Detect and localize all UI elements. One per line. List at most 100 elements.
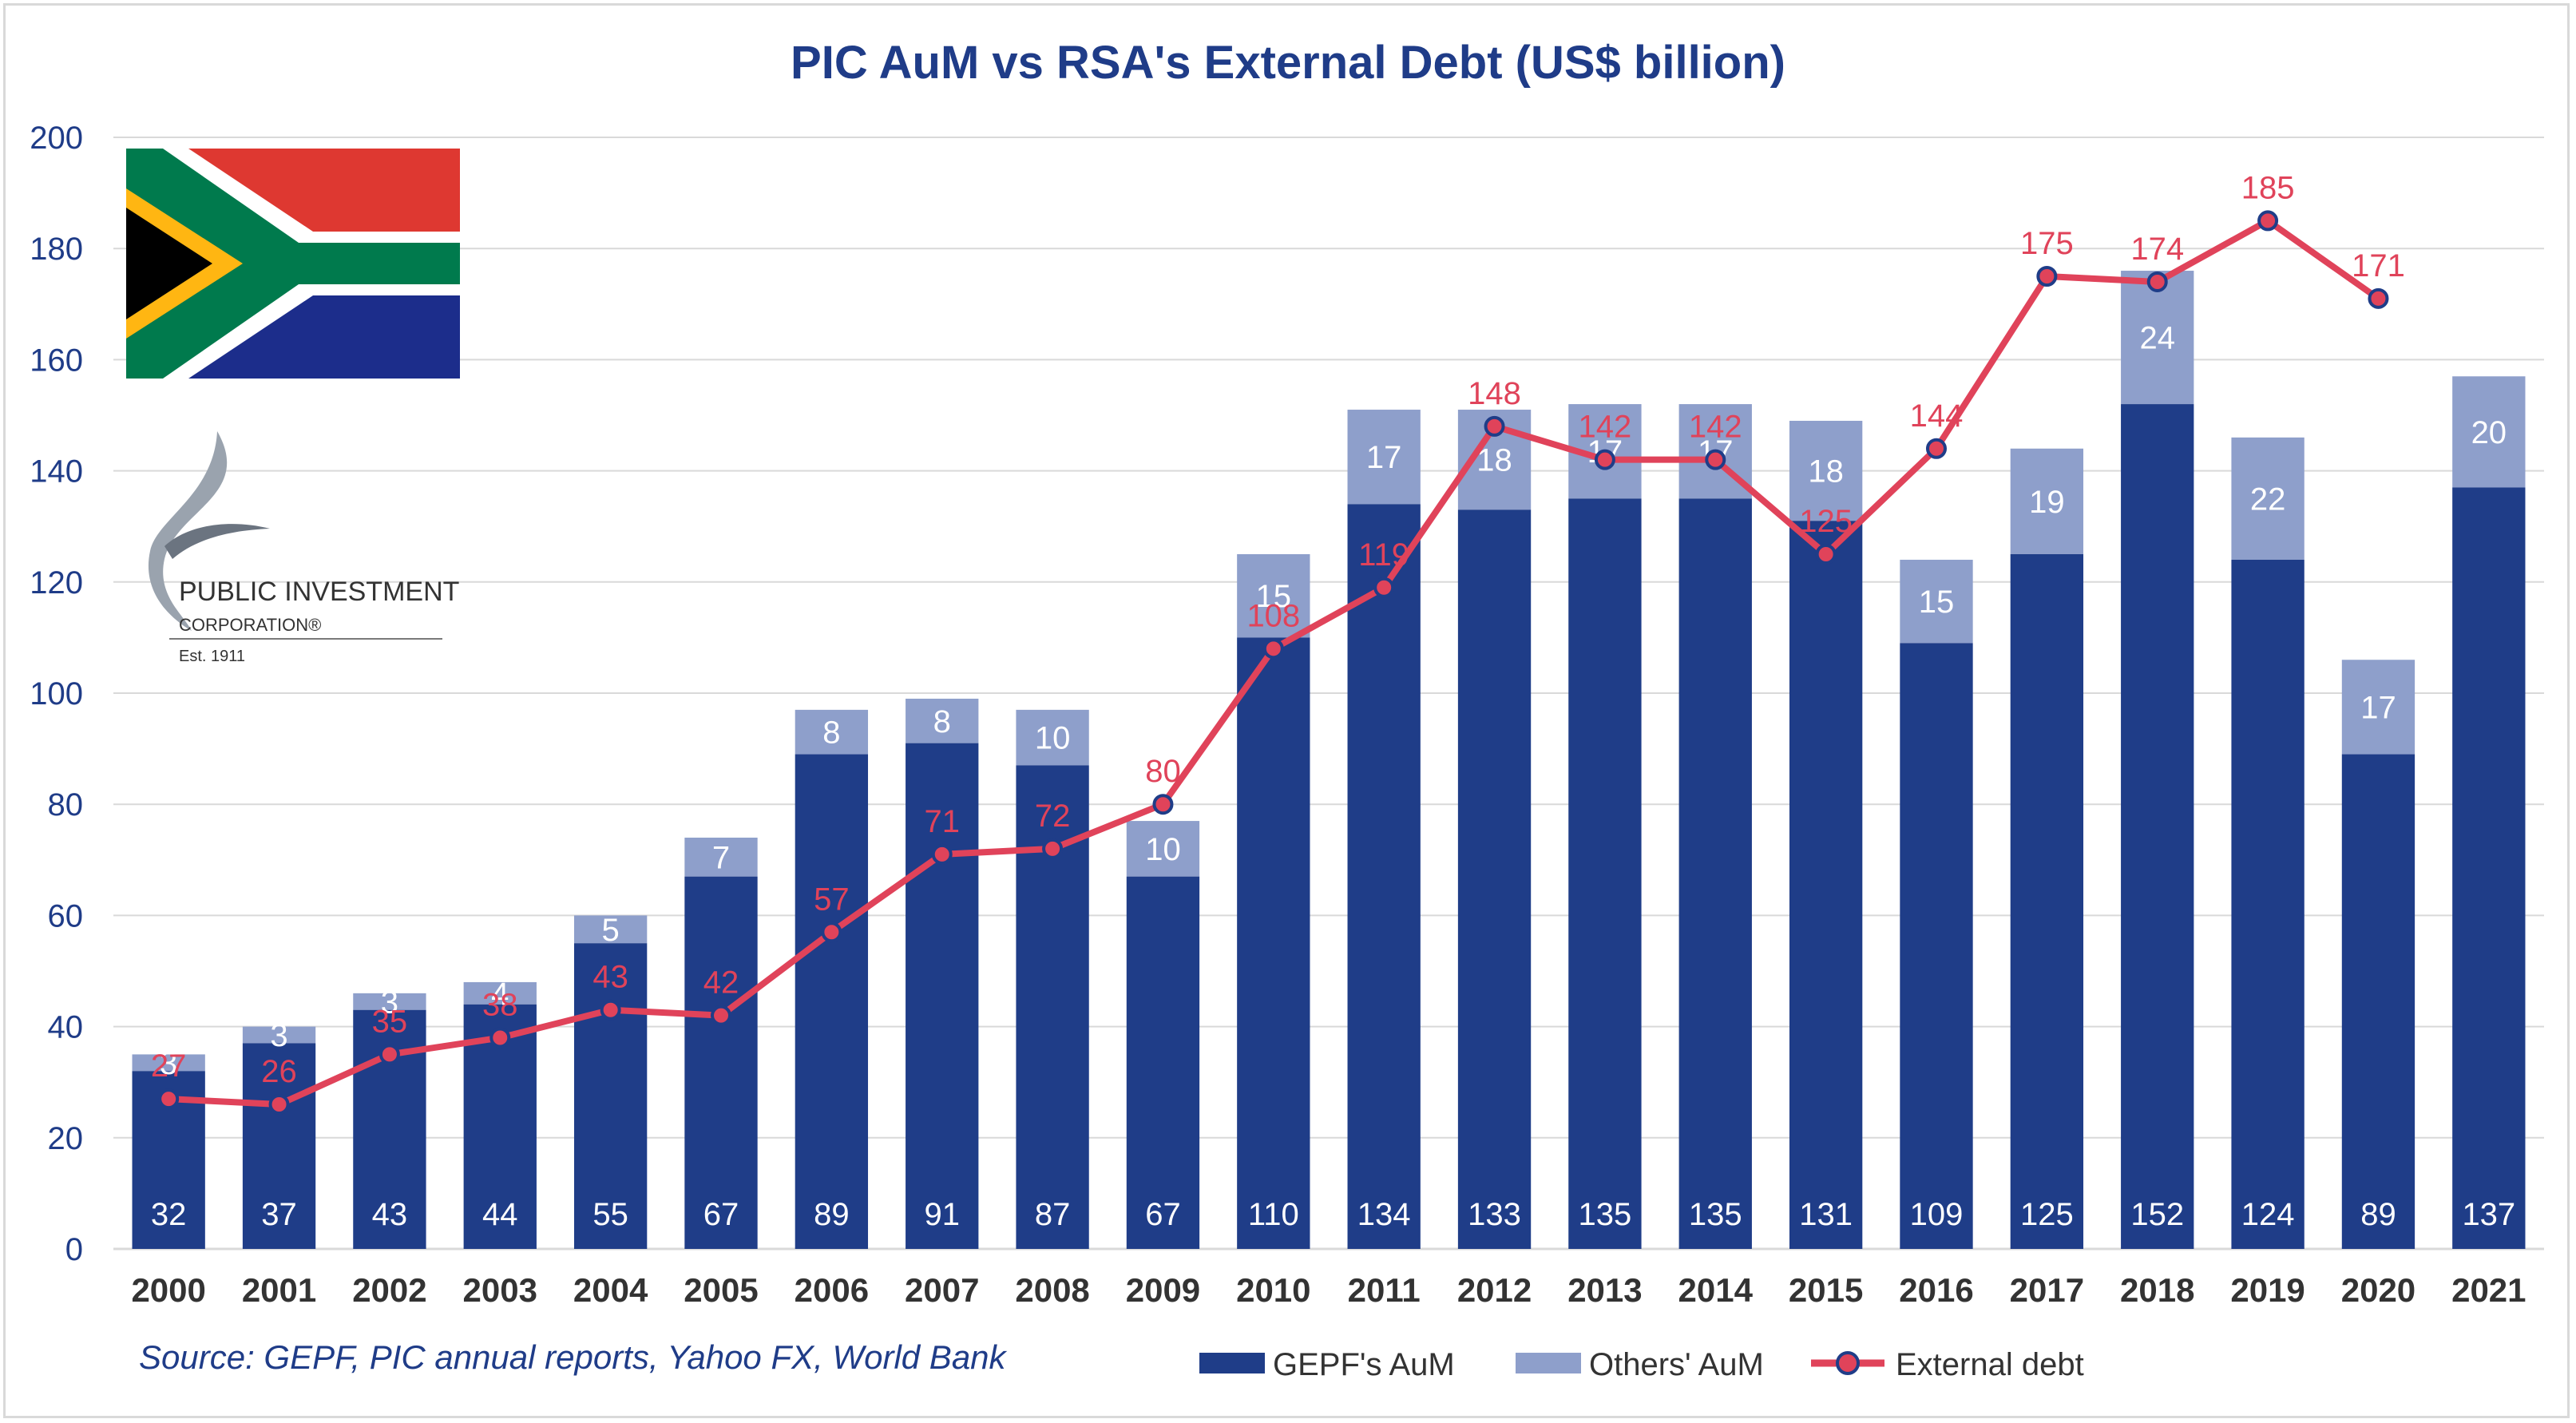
external-debt-label: 171 xyxy=(2352,248,2405,283)
y-tick-label: 40 xyxy=(48,1010,84,1045)
external-debt-point xyxy=(1262,638,1284,660)
bar-gepf-aum xyxy=(1900,643,1973,1249)
external-debt-point xyxy=(268,1094,290,1116)
bar-label-others: 3 xyxy=(270,1018,287,1053)
bars xyxy=(132,271,2526,1250)
external-debt-label: 27 xyxy=(151,1048,187,1084)
bar-others-aum xyxy=(1900,559,1973,644)
bar-others-aum xyxy=(2452,376,2526,488)
bar-others-aum xyxy=(132,1054,205,1072)
bar-label-others: 17 xyxy=(2360,690,2396,725)
x-tick-label: 2007 xyxy=(905,1271,979,1309)
external-debt-point xyxy=(2257,210,2279,232)
bar-label-others: 22 xyxy=(2250,482,2286,517)
bar-label-gepf: 135 xyxy=(1579,1197,1632,1232)
bar-label-others: 8 xyxy=(933,704,951,739)
bar-others-aum xyxy=(906,698,979,743)
bar-gepf-aum xyxy=(2341,754,2415,1249)
x-tick-label: 2000 xyxy=(131,1271,205,1309)
bar-label-gepf: 91 xyxy=(924,1197,960,1232)
bar-gepf-aum xyxy=(2121,404,2194,1250)
x-tick-label: 2001 xyxy=(242,1271,316,1309)
legend-label-others: Others' AuM xyxy=(1589,1347,1764,1382)
y-tick-label: 140 xyxy=(30,454,83,490)
pic-logo-corporation: CORPORATION® xyxy=(179,615,321,635)
bar-label-gepf: 32 xyxy=(151,1197,187,1232)
external-debt-label: 42 xyxy=(703,965,739,1001)
bar-label-others: 15 xyxy=(1256,579,1292,614)
external-debt-point xyxy=(711,1005,731,1026)
external-debt-label: 144 xyxy=(1910,398,1964,434)
bar-label-others: 3 xyxy=(381,985,398,1020)
bar-others-aum xyxy=(1347,410,1421,505)
x-tick-label: 2020 xyxy=(2341,1271,2415,1309)
bar-gepf-aum xyxy=(1347,504,1421,1249)
x-tick-label: 2003 xyxy=(463,1271,537,1309)
legend-swatch-gepf xyxy=(1199,1353,1265,1373)
bar-others-aum xyxy=(2341,660,2415,755)
pic-logo: PUBLIC INVESTMENT CORPORATION® Est. 1911 xyxy=(148,431,459,665)
external-debt-point xyxy=(821,922,842,943)
bar-label-others: 3 xyxy=(160,1046,177,1081)
source-note: Source: GEPF, PIC annual reports, Yahoo … xyxy=(139,1338,1008,1376)
x-tick-label: 2005 xyxy=(684,1271,758,1309)
y-tick-label: 60 xyxy=(48,898,84,933)
x-tick-label: 2019 xyxy=(2230,1271,2305,1309)
legend-marker-external-debt xyxy=(1836,1351,1860,1375)
bar-label-others: 10 xyxy=(1035,721,1071,756)
external-debt-point xyxy=(1373,577,1395,598)
bar-gepf-aum xyxy=(906,743,979,1249)
external-debt-label: 175 xyxy=(2020,226,2074,261)
pic-logo-est: Est. 1911 xyxy=(179,648,245,665)
x-tick-label: 2009 xyxy=(1126,1271,1200,1309)
bar-label-gepf: 135 xyxy=(1689,1197,1742,1232)
x-tick-label: 2017 xyxy=(2010,1271,2084,1309)
bar-gepf-aum xyxy=(684,876,758,1249)
x-tick-label: 2006 xyxy=(795,1271,869,1309)
chart-title: PIC AuM vs RSA's External Debt (US$ bill… xyxy=(791,37,1785,89)
bar-label-others: 8 xyxy=(822,715,840,751)
external-debt-label: 57 xyxy=(814,882,850,917)
y-tick-label: 100 xyxy=(30,676,83,712)
bar-label-others: 5 xyxy=(602,913,620,948)
bar-others-aum xyxy=(353,993,426,1010)
external-debt-label: 72 xyxy=(1035,799,1071,834)
x-tick-label: 2015 xyxy=(1789,1271,1863,1309)
external-debt-point xyxy=(1815,544,1837,565)
x-tick-label: 2011 xyxy=(1348,1271,1421,1309)
bar-gepf-aum xyxy=(795,754,869,1249)
y-tick-label: 160 xyxy=(30,343,83,378)
external-debt-point xyxy=(378,1044,400,1065)
bar-label-gepf: 133 xyxy=(1468,1197,1521,1232)
bar-label-gepf: 109 xyxy=(1910,1197,1964,1232)
bar-label-gepf: 125 xyxy=(2020,1197,2074,1232)
bar-label-gepf: 44 xyxy=(482,1197,518,1232)
legend-swatch-others xyxy=(1516,1353,1581,1373)
x-tick-label: 2021 xyxy=(2451,1271,2526,1309)
bar-others-aum xyxy=(795,709,869,755)
bar-others-aum xyxy=(242,1026,316,1044)
legend-label-external-debt: External debt xyxy=(1896,1347,2084,1382)
bar-others-aum xyxy=(1016,709,1089,766)
external-debt-label: 185 xyxy=(2241,170,2295,205)
external-debt-point xyxy=(2036,266,2058,287)
y-tick-label: 120 xyxy=(30,565,83,601)
external-debt-label: 148 xyxy=(1468,376,1521,411)
bar-label-gepf: 131 xyxy=(1799,1197,1853,1232)
external-debt-label: 142 xyxy=(1689,410,1742,445)
external-debt-label: 26 xyxy=(261,1054,297,1089)
bar-label-others: 20 xyxy=(2471,415,2507,450)
x-tick-label: 2008 xyxy=(1015,1271,1089,1309)
bar-gepf-aum xyxy=(2231,559,2305,1249)
bar-label-gepf: 89 xyxy=(814,1197,850,1232)
bar-others-aum xyxy=(2010,448,2084,554)
x-tick-label: 2002 xyxy=(352,1271,426,1309)
external-debt-label: 43 xyxy=(592,960,628,995)
x-tick-label: 2010 xyxy=(1236,1271,1310,1309)
bar-label-others: 15 xyxy=(1919,585,1955,620)
bar-label-gepf: 55 xyxy=(592,1197,628,1232)
bar-label-others: 19 xyxy=(2029,485,2065,520)
bar-others-aum xyxy=(1126,821,1200,877)
bar-label-gepf: 37 xyxy=(261,1197,297,1232)
